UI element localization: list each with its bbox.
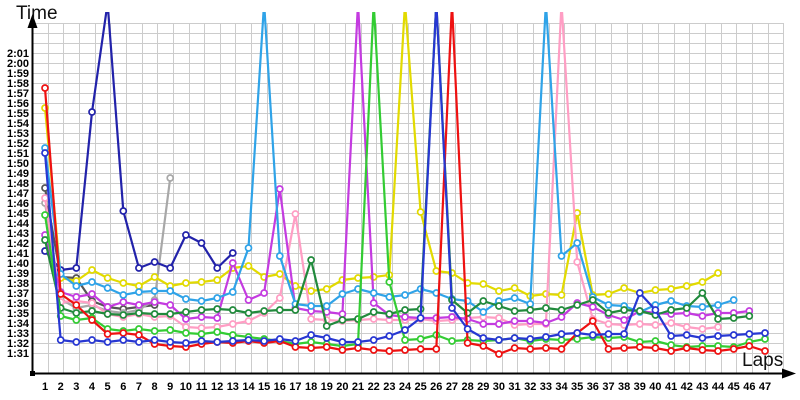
svg-text:9: 9 <box>167 381 173 393</box>
svg-text:16: 16 <box>274 381 286 393</box>
svg-text:32: 32 <box>524 381 536 393</box>
svg-text:1:40: 1:40 <box>7 258 29 270</box>
svg-text:3: 3 <box>73 381 79 393</box>
svg-text:39: 39 <box>634 381 646 393</box>
series-red <box>41 12 769 358</box>
svg-text:1:32: 1:32 <box>7 338 29 350</box>
svg-text:14: 14 <box>242 381 255 393</box>
svg-text:24: 24 <box>399 381 412 393</box>
svg-text:1:37: 1:37 <box>7 288 29 300</box>
svg-text:13: 13 <box>227 381 239 393</box>
svg-text:30: 30 <box>493 381 505 393</box>
svg-text:18: 18 <box>305 381 317 393</box>
series-violet <box>41 12 754 328</box>
svg-text:34: 34 <box>555 381 568 393</box>
y-axis-title: Time <box>16 3 58 24</box>
series-navy <box>41 12 237 274</box>
svg-text:1:39: 1:39 <box>7 268 29 280</box>
svg-text:19: 19 <box>321 381 333 393</box>
svg-text:17: 17 <box>289 381 301 393</box>
svg-text:40: 40 <box>649 381 661 393</box>
svg-text:1:49: 1:49 <box>7 168 29 180</box>
svg-text:45: 45 <box>728 381 740 393</box>
svg-text:33: 33 <box>540 381 552 393</box>
svg-text:1:38: 1:38 <box>7 278 29 290</box>
svg-text:1:43: 1:43 <box>7 228 29 240</box>
svg-text:1:36: 1:36 <box>7 298 29 310</box>
svg-text:1:54: 1:54 <box>7 118 30 130</box>
svg-text:1:34: 1:34 <box>7 318 30 330</box>
svg-text:29: 29 <box>477 381 489 393</box>
svg-text:38: 38 <box>618 381 630 393</box>
svg-text:1:58: 1:58 <box>7 78 29 90</box>
svg-text:10: 10 <box>180 381 192 393</box>
svg-text:1:44: 1:44 <box>7 218 30 230</box>
svg-text:5: 5 <box>105 381 111 393</box>
svg-text:35: 35 <box>571 381 583 393</box>
svg-text:4: 4 <box>89 381 96 393</box>
svg-text:31: 31 <box>508 381 520 393</box>
svg-text:1:53: 1:53 <box>7 128 29 140</box>
svg-text:46: 46 <box>743 381 755 393</box>
svg-text:11: 11 <box>196 381 208 393</box>
svg-text:1:33: 1:33 <box>7 328 29 340</box>
svg-text:1:47: 1:47 <box>7 188 29 200</box>
svg-text:37: 37 <box>602 381 614 393</box>
svg-text:1:57: 1:57 <box>7 88 29 100</box>
svg-text:36: 36 <box>587 381 599 393</box>
svg-text:20: 20 <box>336 381 348 393</box>
svg-text:8: 8 <box>152 381 158 393</box>
svg-text:2: 2 <box>58 381 64 393</box>
svg-text:1:52: 1:52 <box>7 138 29 150</box>
svg-text:44: 44 <box>712 381 725 393</box>
svg-text:27: 27 <box>446 381 458 393</box>
svg-text:25: 25 <box>415 381 427 393</box>
svg-text:12: 12 <box>211 381 223 393</box>
series-blue <box>41 12 769 347</box>
svg-text:7: 7 <box>136 381 142 393</box>
svg-text:6: 6 <box>120 381 126 393</box>
svg-text:1: 1 <box>42 381 48 393</box>
svg-text:1:55: 1:55 <box>7 108 29 120</box>
svg-text:1:56: 1:56 <box>7 98 29 110</box>
svg-text:2:00: 2:00 <box>7 58 29 70</box>
svg-text:1:31: 1:31 <box>7 348 29 360</box>
svg-text:1:48: 1:48 <box>7 178 29 190</box>
svg-text:1:45: 1:45 <box>7 208 29 220</box>
svg-text:1:51: 1:51 <box>7 148 29 160</box>
svg-text:2:01: 2:01 <box>7 48 29 60</box>
svg-text:47: 47 <box>759 381 771 393</box>
svg-text:41: 41 <box>665 381 677 393</box>
svg-text:22: 22 <box>368 381 380 393</box>
svg-text:23: 23 <box>383 381 395 393</box>
svg-text:28: 28 <box>461 381 473 393</box>
svg-text:1:46: 1:46 <box>7 198 29 210</box>
svg-text:1:35: 1:35 <box>7 308 29 320</box>
svg-text:1:42: 1:42 <box>7 238 29 250</box>
svg-text:42: 42 <box>681 381 693 393</box>
svg-text:26: 26 <box>430 381 442 393</box>
svg-text:21: 21 <box>352 381 364 393</box>
svg-text:1:50: 1:50 <box>7 158 29 170</box>
svg-text:1:59: 1:59 <box>7 68 29 80</box>
svg-text:15: 15 <box>258 381 270 393</box>
svg-text:1:41: 1:41 <box>7 248 29 260</box>
x-axis-title: Laps <box>742 350 784 371</box>
svg-text:43: 43 <box>696 381 708 393</box>
